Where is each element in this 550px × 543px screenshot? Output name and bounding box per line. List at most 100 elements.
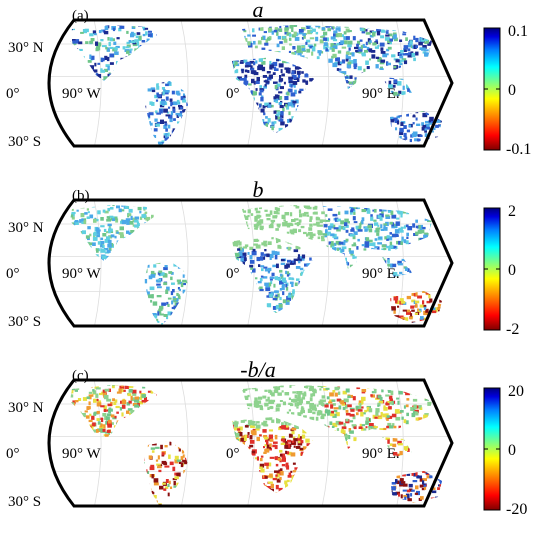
map-pixel bbox=[250, 213, 254, 216]
map-pixel bbox=[116, 61, 119, 66]
map-pixel bbox=[272, 72, 276, 75]
map-pixel bbox=[191, 205, 197, 209]
map-pixel bbox=[260, 96, 264, 102]
map-pixel bbox=[245, 278, 248, 282]
map-pixel bbox=[287, 294, 292, 298]
map-pixel bbox=[82, 128, 87, 132]
map-pixel bbox=[258, 205, 262, 207]
map-pixel bbox=[424, 52, 429, 57]
map-pixel bbox=[355, 131, 361, 136]
map-pixel bbox=[81, 314, 85, 317]
map-pixel bbox=[204, 311, 210, 315]
map-pixel bbox=[317, 230, 322, 235]
map-pixel bbox=[216, 242, 221, 246]
panel-tag: (a) bbox=[72, 8, 89, 24]
map-pixel bbox=[201, 141, 206, 145]
map-pixel bbox=[291, 27, 294, 32]
map-pixel bbox=[132, 274, 136, 277]
map-pixel bbox=[302, 302, 307, 305]
colorbar-mid-label: 0 bbox=[508, 82, 516, 99]
map-pixel bbox=[177, 113, 183, 117]
map-pixel bbox=[125, 238, 129, 241]
map-pixel bbox=[144, 211, 148, 214]
map-pixel bbox=[337, 205, 341, 207]
map-pixel bbox=[355, 225, 359, 229]
map-pixel bbox=[325, 229, 328, 234]
map-pixel bbox=[85, 121, 89, 124]
map-pixel bbox=[85, 286, 90, 289]
map-pixel bbox=[229, 319, 234, 322]
map-pixel bbox=[191, 68, 195, 72]
map-pixel bbox=[360, 45, 363, 50]
map-pixel bbox=[151, 49, 155, 54]
map-pixel bbox=[439, 80, 442, 85]
map-pixel bbox=[128, 281, 133, 286]
map-pixel bbox=[62, 261, 67, 265]
map-pixel bbox=[395, 59, 400, 63]
map-pixel bbox=[385, 119, 389, 124]
map-pixel bbox=[110, 216, 113, 221]
map-pixel bbox=[369, 256, 374, 261]
map-pixel bbox=[322, 147, 326, 150]
map-pixel bbox=[383, 223, 388, 226]
map-pixel bbox=[219, 266, 223, 271]
map-pixel bbox=[227, 321, 232, 324]
map-pixel bbox=[449, 308, 453, 311]
map-pixel bbox=[183, 260, 187, 263]
map-pixel bbox=[149, 286, 155, 291]
map-pixel bbox=[286, 105, 290, 110]
map-pixel bbox=[90, 38, 95, 42]
map-pixel bbox=[161, 79, 165, 84]
map-pixel bbox=[145, 216, 151, 221]
map-pixel bbox=[232, 261, 235, 266]
map-pixel bbox=[183, 230, 186, 234]
map-pixel bbox=[251, 97, 255, 101]
map-pixel bbox=[334, 137, 339, 141]
map-pixel bbox=[200, 260, 205, 264]
map-pixel bbox=[424, 241, 429, 245]
map-pixel bbox=[360, 135, 366, 139]
map-pixel bbox=[336, 42, 340, 46]
map-pixel bbox=[421, 205, 424, 209]
map-pixel bbox=[433, 319, 438, 324]
map-pixel bbox=[144, 44, 150, 47]
map-pixel bbox=[128, 262, 131, 267]
map-pixel bbox=[147, 25, 150, 27]
map-pixel bbox=[247, 41, 251, 46]
map-pixel bbox=[349, 205, 354, 207]
map-pixel bbox=[133, 257, 137, 263]
map-pixel bbox=[80, 251, 85, 255]
map-pixel bbox=[152, 79, 156, 84]
map-pixel bbox=[130, 68, 135, 72]
map-pixel bbox=[148, 129, 151, 132]
map-pixel bbox=[183, 32, 188, 36]
map-pixel bbox=[210, 28, 214, 31]
map-pixel bbox=[87, 283, 91, 287]
map-pixel bbox=[161, 25, 164, 26]
map-pixel bbox=[263, 80, 267, 83]
map-pixel bbox=[191, 283, 196, 287]
map-pixel bbox=[333, 227, 339, 230]
map-pixel bbox=[70, 145, 72, 147]
map-pixel bbox=[52, 323, 54, 327]
map-pixel bbox=[421, 87, 425, 92]
map-pixel bbox=[150, 299, 153, 303]
map-pixel bbox=[277, 205, 280, 206]
map-pixel bbox=[153, 264, 157, 268]
map-pixel bbox=[103, 76, 109, 80]
map-pixel bbox=[116, 279, 121, 283]
map-pixel bbox=[265, 81, 270, 84]
map-pixel bbox=[381, 248, 385, 251]
map-pixel bbox=[446, 317, 450, 321]
map-pixel bbox=[246, 91, 251, 96]
map-pixel bbox=[437, 253, 441, 256]
map-pixel bbox=[439, 120, 442, 123]
map-pixel bbox=[430, 76, 435, 80]
map-pixel bbox=[175, 215, 178, 221]
map-pixel bbox=[246, 118, 250, 123]
map-pixel bbox=[147, 76, 150, 80]
map-pixel bbox=[240, 28, 246, 31]
map-pixel bbox=[290, 311, 296, 316]
map-pixel bbox=[261, 25, 267, 28]
map-pixel bbox=[337, 50, 342, 54]
